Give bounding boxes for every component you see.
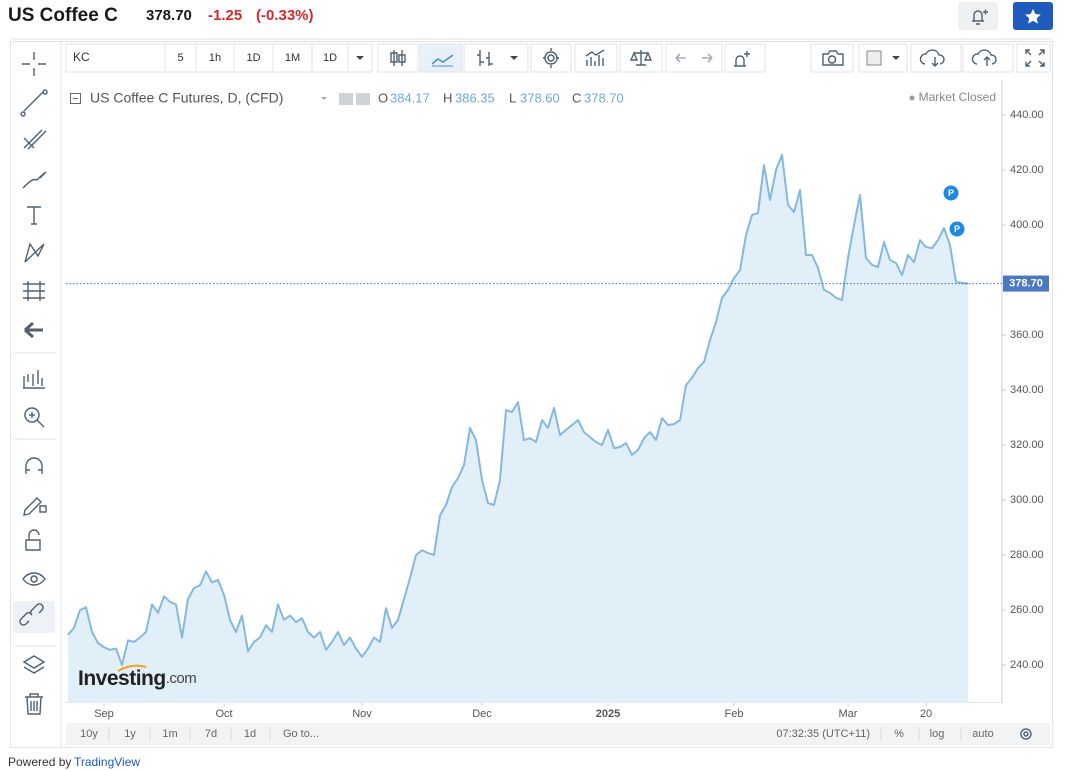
symbol-input[interactable] — [65, 43, 166, 73]
open-label: O — [378, 90, 388, 105]
x-tick-label: 2025 — [596, 708, 620, 720]
last-price-label: 378.70 — [1009, 277, 1043, 289]
y-tick-label: 360.00 — [1010, 329, 1044, 341]
clock: 07:32:35 (UTC+11) — [776, 728, 870, 740]
x-tick-label: Oct — [215, 708, 232, 720]
symbol: KC — [73, 50, 90, 64]
price-line — [67, 153, 969, 666]
price: 378.70 — [146, 7, 192, 24]
watermark: Investing.com — [78, 667, 196, 690]
range-button[interactable]: 7d — [205, 728, 217, 740]
watchlist-button[interactable] — [1013, 2, 1053, 30]
x-tick-label: 20 — [920, 708, 932, 720]
watermark-swoosh — [117, 664, 147, 672]
interval-dropdown[interactable] — [347, 43, 373, 73]
scale-option[interactable]: log — [930, 728, 945, 740]
interval-label: 1D — [323, 52, 337, 64]
y-tick-label: 260.00 — [1010, 604, 1044, 616]
event-marker[interactable] — [949, 221, 965, 237]
x-tick-label: Sep — [94, 708, 114, 720]
bottom-bar — [66, 723, 1050, 745]
drawing-tools[interactable] — [13, 52, 56, 715]
collapse-button[interactable] — [70, 93, 81, 104]
last-price-tag — [1003, 275, 1049, 292]
scale-option[interactable]: % — [894, 728, 904, 740]
interval-button[interactable] — [311, 43, 349, 73]
open-value: 384.17 — [390, 90, 430, 105]
area-fill — [68, 154, 968, 703]
scale-option[interactable]: auto — [972, 728, 993, 740]
watermark-suffix: .com — [166, 670, 197, 687]
range-button[interactable]: 1m — [162, 728, 177, 740]
close-label: C — [572, 90, 581, 105]
market-status: Market Closed — [919, 90, 996, 104]
y-tick-label: 320.00 — [1010, 439, 1044, 451]
goto-button[interactable]: Go to... — [283, 728, 319, 740]
event-marker-label: P — [954, 224, 960, 234]
y-tick-label: 300.00 — [1010, 494, 1044, 506]
event-marker[interactable] — [943, 185, 959, 201]
interval-label: 1h — [209, 52, 221, 64]
price-change: -1.25 — [208, 7, 242, 24]
interval-button[interactable] — [195, 43, 235, 73]
interval-label: 5 — [177, 52, 183, 64]
interval-label: 1D — [246, 52, 260, 64]
chart-title: US Coffee C Futures, D, (CFD) — [90, 90, 283, 106]
x-tick-label: Dec — [472, 708, 492, 720]
range-button[interactable]: 10y — [80, 728, 98, 740]
ohlc-legend: O 384.17 H 386.35 L 378.60 C 378.70 — [378, 90, 624, 105]
interval-button[interactable] — [164, 43, 197, 73]
top-toolbar: KC 5 1h 1D 1M 1D — [65, 43, 1051, 73]
range-button[interactable]: 1y — [124, 728, 136, 740]
y-tick-label: 340.00 — [1010, 384, 1044, 396]
interval-button[interactable] — [272, 43, 313, 73]
interval-label: 1M — [285, 52, 300, 64]
dropdown-arrow — [356, 56, 364, 60]
price-change-percent: (-0.33%) — [256, 7, 314, 24]
low-value: 378.60 — [520, 90, 560, 105]
settings-button[interactable] — [1020, 728, 1032, 740]
instrument-title: US Coffee C — [8, 5, 118, 26]
x-tick-label: Feb — [725, 708, 744, 720]
tradingview-link[interactable]: TradingView — [74, 755, 140, 769]
chart: US Coffee C Futures, D, (CFD) O 384.17 H… — [66, 80, 1049, 723]
high-label: H — [443, 90, 452, 105]
interval-button[interactable] — [233, 43, 274, 73]
close-value: 378.70 — [584, 90, 624, 105]
event-marker-label: P — [948, 188, 954, 198]
range-button[interactable]: 1d — [244, 728, 256, 740]
powered-by: Powered by — [8, 755, 71, 769]
x-tick-label: Mar — [839, 708, 858, 720]
x-tick-label: Nov — [352, 708, 372, 720]
y-tick-label: 400.00 — [1010, 219, 1044, 231]
watermark-brand: Investing — [78, 667, 166, 690]
y-tick-label: 280.00 — [1010, 549, 1044, 561]
y-tick-label: 440.00 — [1010, 109, 1044, 121]
y-tick-label: 240.00 — [1010, 659, 1044, 671]
alert-button[interactable] — [958, 2, 998, 30]
chart-style-buttons[interactable] — [377, 43, 1051, 73]
y-tick-label: 420.00 — [1010, 164, 1044, 176]
high-value: 386.35 — [455, 90, 495, 105]
left-toolbar — [11, 42, 61, 747]
low-label: L — [509, 90, 516, 105]
